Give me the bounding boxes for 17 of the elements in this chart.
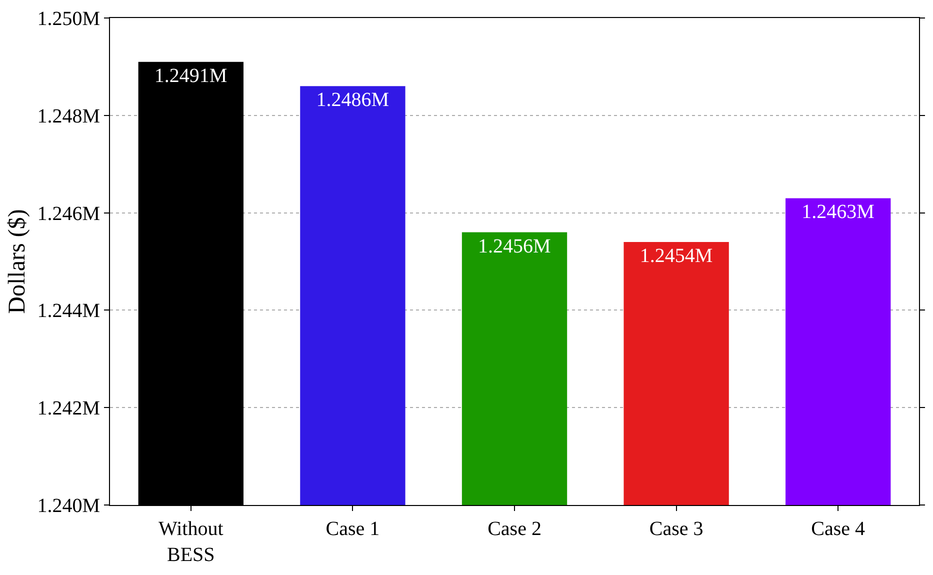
y-tick-label: 1.248M — [37, 105, 100, 128]
x-tick-label: Without BESS — [158, 518, 224, 566]
y-axis-title: Dollars ($) — [4, 209, 30, 314]
data-label: 1.2456M — [478, 235, 552, 258]
y-tick-label: 1.240M — [37, 495, 100, 517]
x-tick-label: Case 3 — [649, 518, 704, 540]
data-label: 1.2463M — [802, 201, 875, 224]
y-tick-label: 1.250M — [37, 8, 100, 30]
x-tick-label: Case 2 — [488, 518, 542, 540]
y-tick-label: 1.244M — [37, 300, 100, 322]
x-tick-label: Case 4 — [811, 518, 866, 540]
y-tick-label: 1.242M — [37, 398, 100, 420]
y-tick-label: 1.246M — [37, 202, 100, 225]
x-tick-label: Case 1 — [326, 518, 380, 540]
data-label: 1.2491M — [154, 64, 228, 87]
data-label: 1.2454M — [640, 245, 713, 268]
data-label: 1.2486M — [316, 89, 390, 112]
